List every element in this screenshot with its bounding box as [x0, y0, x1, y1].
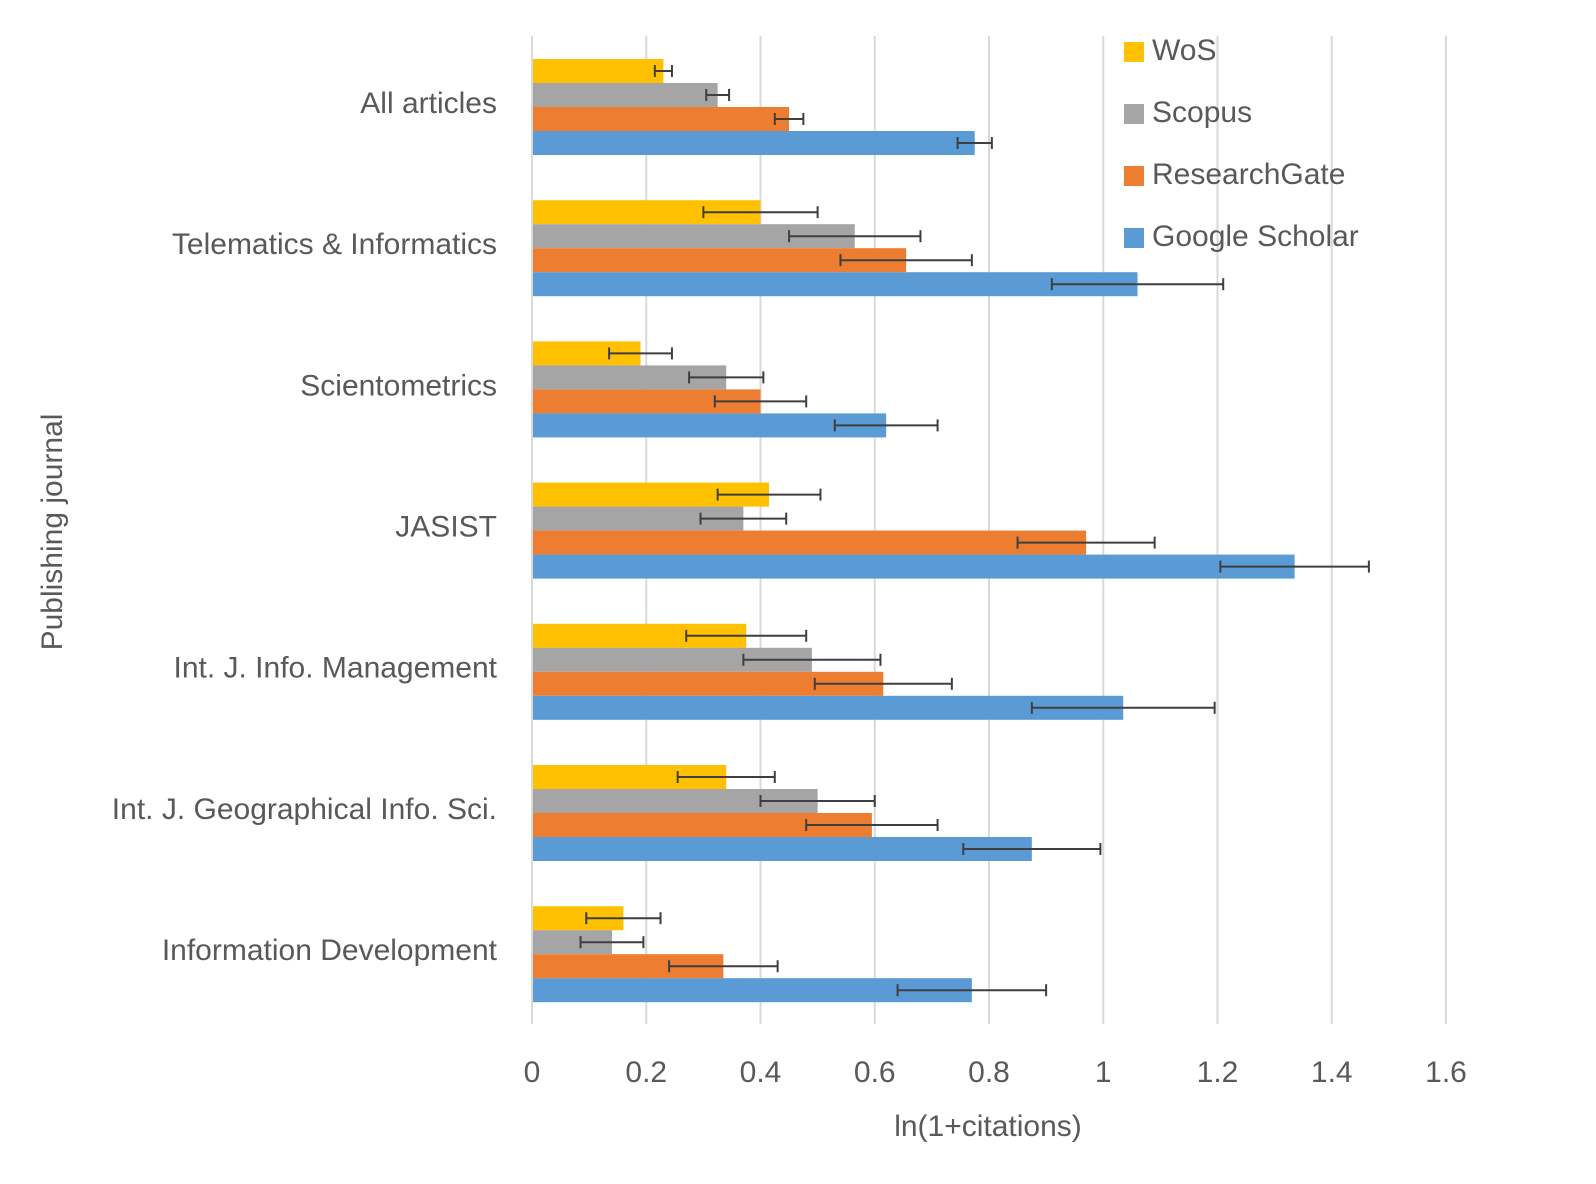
axis-layer: 0 0.2 0.4 0.6 0.8 1 1.2 1.4 1.6 All articles Telem…	[112, 36, 1467, 1089]
x-tick-label: 0.4	[740, 1056, 782, 1089]
bar-wos	[532, 59, 664, 83]
category-label: Information Development	[162, 934, 498, 967]
category-label: Telematics & Informatics	[172, 228, 497, 261]
bar-scopus	[532, 83, 718, 107]
category-label: Int. J. Geographical Info. Sci.	[112, 793, 497, 826]
legend-swatch	[1124, 104, 1144, 124]
x-tick-label: 1	[1095, 1056, 1112, 1089]
x-tick-label: 0.6	[854, 1056, 896, 1089]
y-axis-title: Publishing journal	[36, 414, 69, 651]
legend-label: ResearchGate	[1152, 158, 1345, 191]
legend: WoS Scopus ResearchGate Google Scholar	[1124, 34, 1359, 253]
category-label: All articles	[360, 87, 497, 120]
x-tick-label: 1.4	[1311, 1056, 1353, 1089]
legend-swatch	[1124, 42, 1144, 62]
legend-swatch	[1124, 166, 1144, 186]
bars-layer	[532, 59, 1370, 1003]
category-label: Int. J. Info. Management	[173, 652, 497, 685]
x-tick-label: 0	[524, 1056, 541, 1089]
x-tick-label: 1.6	[1425, 1056, 1467, 1089]
bar-google-scholar	[532, 131, 975, 155]
legend-swatch	[1124, 228, 1144, 248]
x-tick-label: 0.2	[625, 1056, 667, 1089]
x-tick-label: 0.8	[968, 1056, 1010, 1089]
legend-label: Google Scholar	[1152, 220, 1359, 253]
bar-researchgate	[532, 107, 790, 131]
category-label: JASIST	[395, 511, 497, 544]
legend-label: Scopus	[1152, 96, 1252, 129]
x-tick-label: 1.2	[1197, 1056, 1239, 1089]
bar-google-scholar	[532, 695, 1124, 720]
category-label: Scientometrics	[300, 369, 497, 402]
bar-google-scholar	[532, 413, 887, 438]
x-axis-title: ln(1+citations)	[894, 1110, 1082, 1143]
bar-scopus	[532, 506, 744, 531]
bar-google-scholar	[532, 837, 1032, 861]
bar-google-scholar	[532, 272, 1138, 297]
bar-google-scholar	[532, 554, 1295, 579]
legend-label: WoS	[1152, 34, 1216, 67]
bar-researchgate	[532, 530, 1087, 555]
